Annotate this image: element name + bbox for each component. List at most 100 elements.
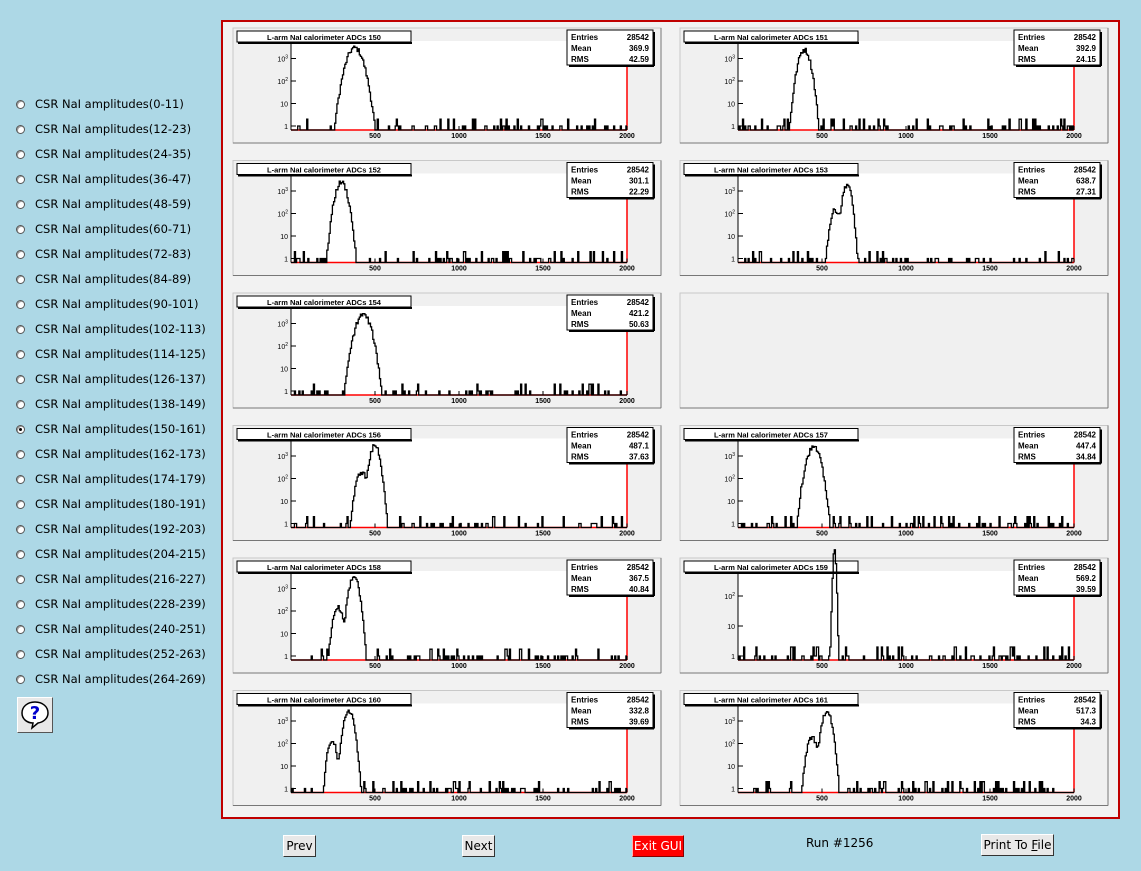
histogram-line	[738, 549, 1074, 661]
radio-unchecked-icon[interactable]	[16, 574, 25, 584]
channel-group-radio-option[interactable]: CSR NaI amplitudes(150-161)	[16, 419, 206, 439]
prev-button-label: Prev	[286, 839, 313, 853]
channel-group-radio-label: CSR NaI amplitudes(126-137)	[35, 372, 206, 386]
x-tick-label: 2000	[619, 796, 635, 803]
radio-unchecked-icon[interactable]	[16, 499, 25, 509]
radio-unchecked-icon[interactable]	[16, 599, 25, 609]
stats-value: 517.3	[1076, 707, 1097, 716]
radio-unchecked-icon[interactable]	[16, 374, 25, 384]
channel-group-radio-option[interactable]: CSR NaI amplitudes(12-23)	[16, 119, 191, 139]
channel-group-radio-label: CSR NaI amplitudes(114-125)	[35, 347, 206, 361]
radio-unchecked-icon[interactable]	[16, 674, 25, 684]
radio-unchecked-icon[interactable]	[16, 474, 25, 484]
radio-unchecked-icon[interactable]	[16, 149, 25, 159]
y-tick-label: 1	[731, 522, 735, 529]
help-button[interactable]: ?	[17, 697, 53, 733]
y-tick-label: 103	[277, 717, 288, 726]
stats-label: RMS	[1018, 188, 1036, 197]
x-tick-label: 2000	[619, 133, 635, 140]
channel-group-radio-option[interactable]: CSR NaI amplitudes(114-125)	[16, 344, 206, 364]
histogram-line	[291, 444, 627, 529]
x-tick-label: 1500	[535, 796, 551, 803]
radio-unchecked-icon[interactable]	[16, 624, 25, 634]
channel-group-radio-option[interactable]: CSR NaI amplitudes(192-203)	[16, 519, 206, 539]
svg-text:?: ?	[30, 703, 40, 724]
channel-group-radio-option[interactable]: CSR NaI amplitudes(162-173)	[16, 444, 206, 464]
radio-unchecked-icon[interactable]	[16, 224, 25, 234]
stats-label: Mean	[571, 309, 592, 318]
channel-group-radio-label: CSR NaI amplitudes(204-215)	[35, 547, 206, 561]
channel-group-radio-option[interactable]: CSR NaI amplitudes(90-101)	[16, 294, 198, 314]
stats-box	[1013, 162, 1101, 198]
y-tick-exponent: 3	[285, 55, 288, 61]
radio-unchecked-icon[interactable]	[16, 174, 25, 184]
y-tick-exponent: 2	[285, 740, 288, 746]
channel-group-radio-option[interactable]: CSR NaI amplitudes(0-11)	[16, 94, 184, 114]
y-tick-label: 103	[724, 452, 735, 461]
radio-unchecked-icon[interactable]	[16, 449, 25, 459]
pad-title: L-arm NaI calorimeter ADCs 154	[267, 298, 382, 307]
y-tick-label: 1	[284, 257, 288, 264]
channel-group-radio-option[interactable]: CSR NaI amplitudes(216-227)	[16, 569, 206, 589]
x-tick-label: 1500	[982, 663, 998, 670]
channel-group-radio-option[interactable]: CSR NaI amplitudes(252-263)	[16, 644, 206, 664]
channel-group-radio-option[interactable]: CSR NaI amplitudes(264-269)	[16, 669, 206, 689]
radio-checked-icon[interactable]	[16, 424, 25, 434]
channel-group-radio-option[interactable]: CSR NaI amplitudes(60-71)	[16, 219, 191, 239]
x-tick-label: 1500	[982, 531, 998, 538]
next-button[interactable]: Next	[462, 835, 495, 857]
stats-value: 28542	[627, 431, 650, 440]
channel-group-radio-option[interactable]: CSR NaI amplitudes(102-113)	[16, 319, 206, 339]
y-tick-exponent: 3	[285, 717, 288, 723]
channel-group-radio-label: CSR NaI amplitudes(90-101)	[35, 297, 199, 311]
channel-group-radio-option[interactable]: CSR NaI amplitudes(174-179)	[16, 469, 206, 489]
histogram-line	[738, 183, 1074, 264]
stats-value: 487.1	[629, 442, 650, 451]
y-tick-label: 103	[724, 55, 735, 64]
radio-unchecked-icon[interactable]	[16, 124, 25, 134]
x-tick-label: 500	[369, 398, 381, 405]
radio-unchecked-icon[interactable]	[16, 324, 25, 334]
x-tick-label: 500	[369, 531, 381, 538]
exit-gui-button[interactable]: Exit GUI	[632, 835, 684, 857]
channel-group-radio-option[interactable]: CSR NaI amplitudes(48-59)	[16, 194, 191, 214]
y-tick-label: 102	[277, 475, 288, 484]
channel-group-radio-option[interactable]: CSR NaI amplitudes(72-83)	[16, 244, 191, 264]
radio-unchecked-icon[interactable]	[16, 299, 25, 309]
histogram-pad: L-arm NaI calorimeter ADCs 152 Entries 285…	[232, 160, 662, 276]
stats-label: Mean	[571, 574, 592, 583]
radio-unchecked-icon[interactable]	[16, 274, 25, 284]
channel-group-radio-option[interactable]: CSR NaI amplitudes(228-239)	[16, 594, 206, 614]
y-tick-exponent: 2	[285, 475, 288, 481]
channel-group-radio-option[interactable]: CSR NaI amplitudes(204-215)	[16, 544, 206, 564]
y-tick-label: 1	[284, 654, 288, 661]
stats-value: 28542	[627, 33, 650, 42]
channel-group-radio-option[interactable]: CSR NaI amplitudes(84-89)	[16, 269, 191, 289]
y-tick-exponent: 2	[732, 592, 735, 598]
stats-value: 28542	[1074, 696, 1097, 705]
stats-value: 24.15	[1076, 55, 1097, 64]
channel-group-radio-option[interactable]: CSR NaI amplitudes(36-47)	[16, 169, 191, 189]
channel-group-radio-option[interactable]: CSR NaI amplitudes(126-137)	[16, 369, 206, 389]
x-tick-label: 1000	[451, 796, 467, 803]
radio-unchecked-icon[interactable]	[16, 349, 25, 359]
question-mark-icon: ?	[21, 701, 49, 730]
channel-group-radio-label: CSR NaI amplitudes(24-35)	[35, 147, 192, 161]
radio-unchecked-icon[interactable]	[16, 549, 25, 559]
y-tick-exponent: 2	[285, 342, 288, 348]
radio-unchecked-icon[interactable]	[16, 199, 25, 209]
channel-group-radio-option[interactable]: CSR NaI amplitudes(240-251)	[16, 619, 206, 639]
radio-unchecked-icon[interactable]	[16, 99, 25, 109]
radio-unchecked-icon[interactable]	[16, 399, 25, 409]
radio-unchecked-icon[interactable]	[16, 649, 25, 659]
channel-group-radio-option[interactable]: CSR NaI amplitudes(138-149)	[16, 394, 206, 414]
stats-label: Mean	[571, 177, 592, 186]
prev-button[interactable]: Prev	[283, 835, 316, 857]
stats-value: 39.59	[1076, 585, 1097, 594]
channel-group-radio-option[interactable]: CSR NaI amplitudes(24-35)	[16, 144, 191, 164]
channel-group-radio-option[interactable]: CSR NaI amplitudes(180-191)	[16, 494, 206, 514]
print-to-file-button[interactable]: Print To File	[981, 834, 1054, 856]
radio-unchecked-icon[interactable]	[16, 249, 25, 259]
y-tick-label: 102	[277, 77, 288, 86]
radio-unchecked-icon[interactable]	[16, 524, 25, 534]
